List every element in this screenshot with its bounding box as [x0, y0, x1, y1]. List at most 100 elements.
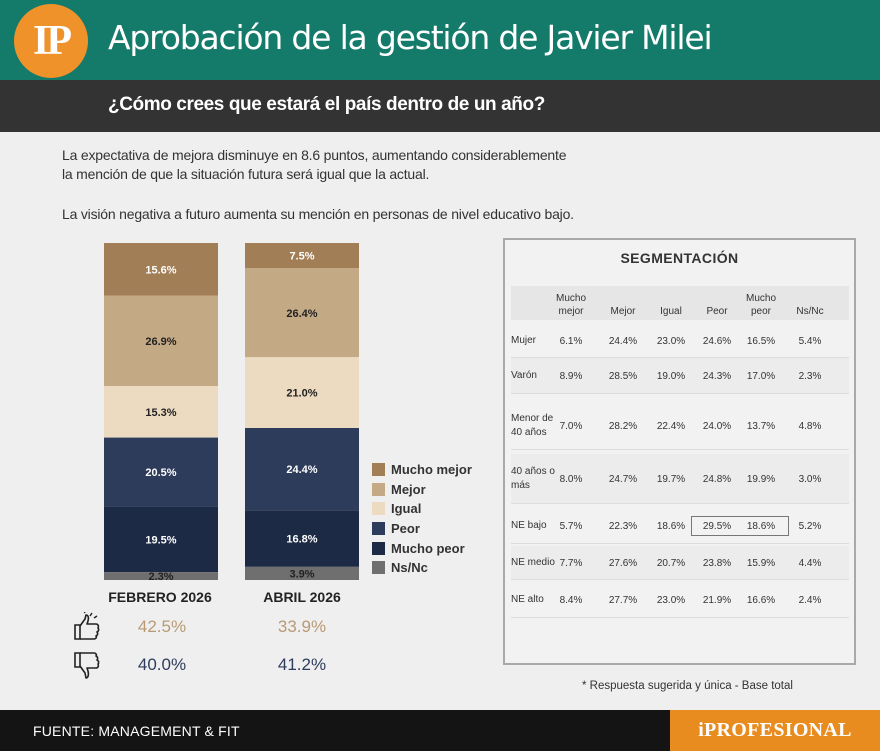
- bar-segment: [104, 243, 218, 296]
- table-row: [511, 454, 849, 504]
- data-label: 15.6%: [145, 264, 176, 276]
- bar-segment: [245, 510, 359, 567]
- table-cell: 5.2%: [798, 521, 822, 532]
- legend-label: Mucho peor: [391, 540, 465, 556]
- negative-feb-value: 40.0%: [137, 655, 187, 674]
- table-row: [511, 582, 849, 618]
- chart-legend: Mucho mejor Mejor Igual Peor Mucho peor Ns/Nc: [372, 460, 472, 578]
- data-label: 2.3%: [148, 571, 173, 583]
- data-label: 26.9%: [145, 336, 176, 348]
- table-cell: 7.7%: [559, 558, 583, 569]
- table-row: [511, 402, 849, 450]
- page-title: Aprobación de la gestión de Javier Milei: [108, 18, 713, 57]
- table-cell: 17.0%: [746, 371, 776, 382]
- legend-item: Igual: [372, 499, 472, 519]
- table-cell: 2.4%: [798, 595, 822, 606]
- column-header: Ns/Nc: [796, 306, 824, 317]
- bar-segment: [104, 386, 218, 438]
- table-cell: 13.7%: [746, 421, 776, 432]
- subtitle-bar: ¿Cómo crees que estará el país dentro de…: [0, 80, 880, 132]
- bar-segment: [245, 243, 359, 269]
- table-cell: 28.2%: [608, 421, 638, 432]
- table-cell: 24.3%: [702, 371, 732, 382]
- footnote: * Respuesta sugerida y única - Base tota…: [582, 680, 793, 692]
- table-cell: 22.3%: [608, 521, 638, 532]
- legend-item: Mejor: [372, 480, 472, 500]
- bar-segment: [245, 268, 359, 358]
- data-label: 15.3%: [145, 407, 176, 419]
- table-row: [511, 508, 849, 544]
- column-header: Peor: [706, 306, 728, 317]
- row-label: Varón: [511, 370, 537, 381]
- bar-segment: [104, 437, 218, 507]
- legend-label: Peor: [391, 521, 420, 537]
- table-cell: 27.6%: [608, 558, 638, 569]
- table-cell: 3.0%: [798, 474, 822, 485]
- legend-swatch: [372, 541, 385, 555]
- negative-apr-value: 41.2%: [277, 655, 327, 674]
- column-header: Mucho peor: [745, 293, 776, 317]
- thumbs-up-icon: [74, 612, 100, 640]
- table-cell: 15.9%: [746, 558, 776, 569]
- row-label: Mujer: [511, 335, 537, 346]
- legend-swatch: [372, 463, 385, 477]
- legend-swatch: [372, 482, 385, 496]
- table-cell: 23.0%: [656, 595, 686, 606]
- table-cell: 24.6%: [702, 336, 732, 347]
- table-cell: 22.4%: [656, 421, 686, 432]
- source-label: FUENTE: MANAGEMENT & FIT: [33, 723, 240, 739]
- bar-segment: [104, 572, 218, 580]
- table-row: [511, 546, 849, 580]
- chart-question: ¿Cómo crees que estará el país dentro de…: [108, 94, 545, 115]
- table-cell: 27.7%: [608, 595, 638, 606]
- stacked-bar-chart: 15.6% 26.9% 15.3% 20.5% 19.5% 2.3% 7.5% 26.4% 21…: [104, 243, 359, 583]
- table-cell: 19.0%: [656, 371, 686, 382]
- legend-swatch: [372, 561, 385, 575]
- table-row: [511, 358, 849, 394]
- table-cell: 24.0%: [702, 421, 732, 432]
- x-tick-label: ABRIL 2026: [263, 589, 341, 605]
- thumbs-down-icon: [74, 652, 100, 679]
- table-cell: 24.8%: [702, 474, 732, 485]
- table-cell: 8.9%: [559, 371, 583, 382]
- x-tick-label: FEBRERO 2026: [108, 589, 212, 605]
- table-cell: 19.7%: [656, 474, 686, 485]
- data-label: 26.4%: [286, 308, 317, 320]
- row-label: NE medio: [511, 557, 555, 568]
- data-label: 3.9%: [289, 568, 314, 580]
- row-label: 40 años o más: [511, 466, 555, 491]
- brand-logo: IP: [14, 4, 88, 78]
- table-cell: 23.8%: [702, 558, 732, 569]
- table-cell: 24.7%: [608, 474, 638, 485]
- footer-bar: FUENTE: MANAGEMENT & FIT iPROFESIONAL: [0, 710, 880, 751]
- table-header-row: [511, 286, 849, 320]
- legend-item: Peor: [372, 519, 472, 539]
- legend-label: Mucho mejor: [391, 462, 472, 478]
- legend-label: Ns/Nc: [391, 560, 428, 576]
- positive-feb-value: 42.5%: [137, 617, 187, 636]
- table-cell: 4.8%: [798, 421, 822, 432]
- bar-segment: [245, 428, 359, 511]
- table-cell: 21.9%: [702, 595, 732, 606]
- legend-item: Ns/Nc: [372, 558, 472, 578]
- data-label: 20.5%: [145, 467, 176, 479]
- table-cell: 5.4%: [798, 336, 822, 347]
- table-cell: 29.5%: [702, 521, 732, 532]
- table-cell: 8.0%: [559, 474, 583, 485]
- row-label: NE bajo: [511, 520, 547, 531]
- table-cell: 19.9%: [746, 474, 776, 485]
- table-cell: 2.3%: [798, 371, 822, 382]
- table-cell: 16.6%: [746, 595, 776, 606]
- data-label: 7.5%: [289, 251, 314, 263]
- table-cell: 28.5%: [608, 371, 638, 382]
- highlight-box: [691, 516, 789, 536]
- column-header: Igual: [660, 306, 682, 317]
- legend-item: Mucho peor: [372, 538, 472, 558]
- bar-segment: [245, 357, 359, 429]
- legend-label: Mejor: [391, 481, 426, 497]
- bar-segment: [104, 506, 218, 573]
- column-header: Mejor: [610, 306, 636, 317]
- data-label: 21.0%: [286, 388, 317, 400]
- legend-item: Mucho mejor: [372, 460, 472, 480]
- data-label: 24.4%: [286, 464, 317, 476]
